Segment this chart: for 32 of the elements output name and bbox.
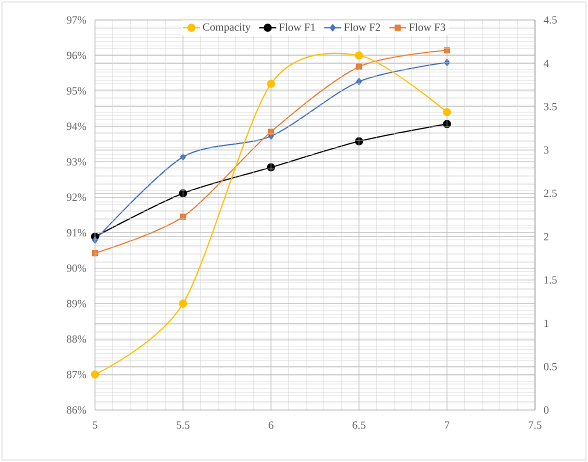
x-tick-label: 5	[92, 421, 98, 429]
y-tick-label: 94%	[66, 122, 86, 130]
y-tick-label: 96%	[66, 52, 86, 60]
x-tick-label: 6.5	[352, 421, 366, 429]
y2-tick-label: 2	[544, 233, 548, 240]
y-tick-label: 86%	[66, 406, 86, 414]
y2-tick-label: 1.5	[544, 276, 557, 284]
y-tick-label: 93%	[66, 158, 86, 166]
x-tick-label: 5.5	[176, 421, 190, 429]
legend-label: Flow F1	[279, 23, 315, 31]
y-tick-label: 89%	[66, 300, 86, 308]
x-tick-label: 6	[268, 421, 274, 429]
y2-tick-label: 0.5	[544, 362, 557, 370]
y-tick-label: 87%	[66, 370, 86, 378]
y2-tick-label: 0	[544, 406, 549, 414]
x-tick-label: 7	[444, 421, 450, 429]
legend-label: Flow F2	[344, 23, 380, 31]
y-tick-label: 90%	[66, 264, 86, 272]
y-tick-label: 88%	[66, 335, 86, 343]
y-tick-label: 92%	[66, 194, 86, 201]
y2-tick-label: 3	[544, 146, 549, 154]
y-tick-label: 95%	[66, 87, 86, 95]
y2-tick-label: 4.5	[544, 16, 557, 24]
legend-label: Compacity	[202, 23, 251, 33]
y2-tick-label: 4	[544, 60, 549, 67]
y-tick-label: 91%	[66, 229, 86, 236]
y2-tick-label: 3.5	[544, 102, 557, 110]
y-tick-label: 97%	[66, 16, 86, 24]
legend-label: Flow F3	[409, 23, 446, 31]
y2-tick-label: 2.5	[544, 190, 557, 198]
x-tick-label: 7.5	[528, 421, 542, 429]
y2-tick-label: 1	[544, 320, 548, 327]
